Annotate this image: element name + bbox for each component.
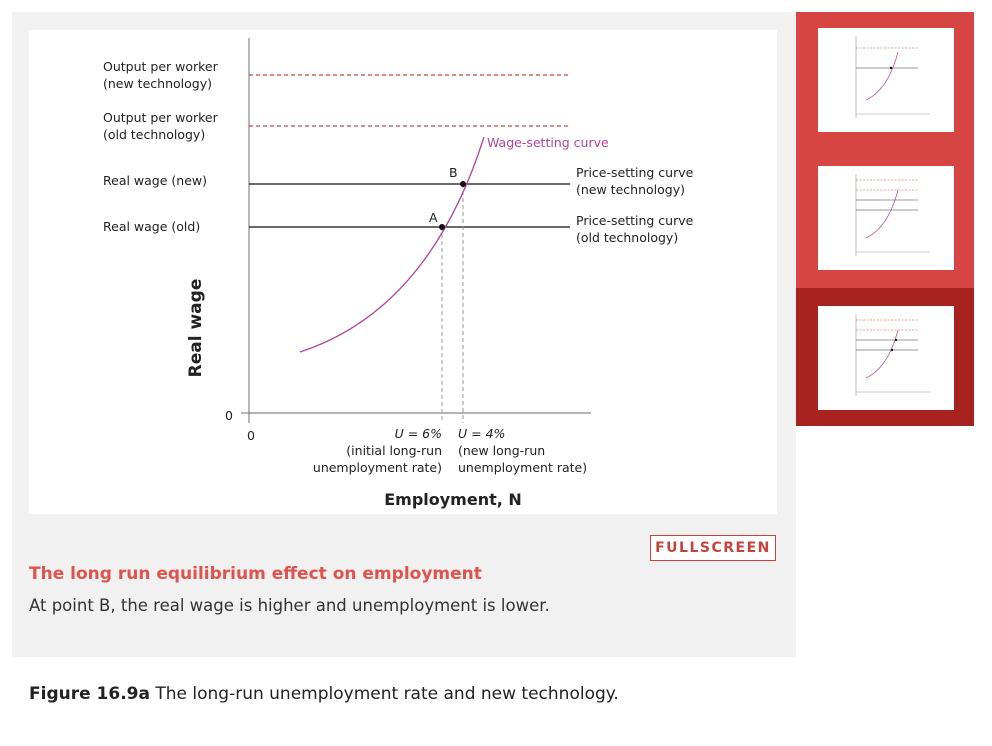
origin-y-label: 0: [225, 408, 233, 423]
output-old-label-2: (old technology): [103, 127, 205, 142]
u-new-line3: unemployment rate): [458, 460, 587, 475]
price-old-label-2: (old technology): [576, 230, 678, 245]
origin-x-label: 0: [247, 428, 255, 443]
u-old-line1: U = 6%: [395, 426, 442, 441]
thumbnail-1[interactable]: [796, 12, 974, 150]
wage-setting-label: Wage-setting curve: [487, 135, 609, 150]
figure-title: The long-run unemployment rate and new t…: [155, 684, 619, 704]
diagram-svg: Output per worker (new technology) Outpu…: [103, 38, 694, 509]
thumbnail-1-svg: [855, 36, 930, 118]
u-new-line1: U = 4%: [458, 426, 505, 441]
u-old-line2: (initial long-run: [346, 443, 442, 458]
wage-old-label: Real wage (old): [103, 219, 200, 234]
thumbnail-2-preview: [818, 166, 954, 270]
thumbnail-3-preview: [818, 306, 954, 410]
thumbnail-3-svg: [855, 314, 930, 396]
price-old-label-1: Price-setting curve: [576, 213, 694, 228]
thumbnail-strip: [796, 12, 974, 426]
u-old-line3: unemployment rate): [313, 460, 442, 475]
point-b: [460, 181, 466, 187]
wage-new-label: Real wage (new): [103, 173, 207, 188]
price-new-label-1: Price-setting curve: [576, 165, 694, 180]
output-new-label-1: Output per worker: [103, 59, 219, 74]
price-new-label-2: (new technology): [576, 182, 685, 197]
output-old-label-1: Output per worker: [103, 110, 219, 125]
caption-title: The long run equilibrium effect on emplo…: [29, 564, 482, 584]
figure-caption: Figure 16.9a The long-run unemployment r…: [29, 684, 619, 704]
fullscreen-button[interactable]: FULLSCREEN: [650, 535, 776, 561]
x-axis-label: Employment, N: [384, 490, 522, 509]
wage-setting-curve: [299, 136, 485, 353]
thumbnail-3[interactable]: [796, 288, 974, 426]
y-axis-label: Real wage: [186, 279, 206, 378]
output-new-label-2: (new technology): [103, 76, 212, 91]
thumbnail-1-preview: [818, 28, 954, 132]
diagram-area: Output per worker (new technology) Outpu…: [29, 30, 777, 514]
u-new-line2: (new long-run: [458, 443, 545, 458]
thumbnail-2[interactable]: [796, 150, 974, 288]
point-a-label: A: [429, 210, 438, 225]
point-b-label: B: [449, 165, 458, 180]
caption-text: At point B, the real wage is higher and …: [29, 596, 550, 615]
thumbnail-2-svg: [855, 174, 930, 256]
figure-number: Figure 16.9a: [29, 684, 150, 704]
point-a: [439, 224, 445, 230]
